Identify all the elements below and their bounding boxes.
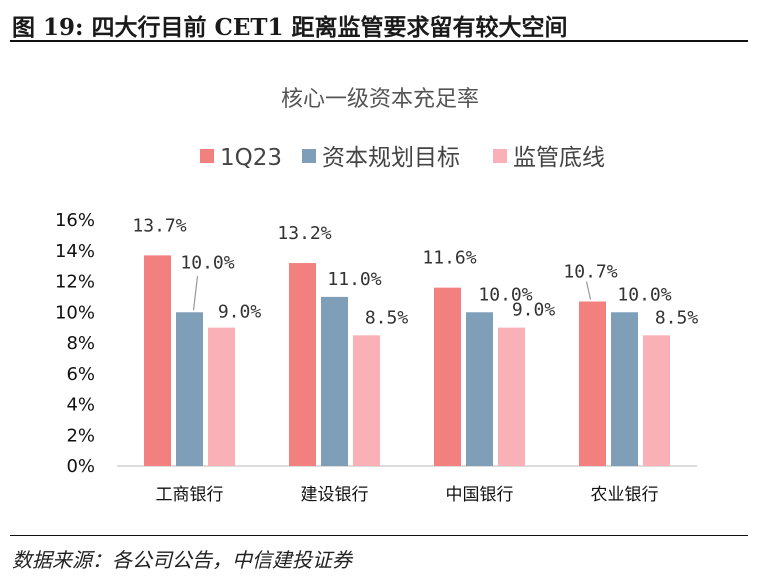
y-tick-label: 12% — [55, 272, 95, 293]
y-tick-label: 10% — [55, 302, 95, 323]
data-label: 9.0% — [512, 300, 556, 321]
legend-swatch — [302, 149, 316, 163]
x-tick-label: 工商银行 — [156, 485, 224, 505]
bar — [144, 255, 171, 466]
bar-chart: 核心一级资本充足率 1Q23 资本规划目标 监管底线 0% 2% 4% 6% 8% 10% 12… — [55, 87, 698, 505]
bar — [321, 296, 348, 466]
data-label: 11.6% — [422, 248, 476, 269]
data-label: 13.2% — [277, 223, 331, 244]
legend-label: 监管底线 — [513, 145, 605, 171]
x-tick-label: 建设银行 — [301, 485, 369, 505]
x-tick-label: 农业银行 — [591, 485, 659, 505]
bar — [434, 287, 461, 466]
legend-swatch — [200, 149, 214, 163]
data-label: 10.0% — [617, 284, 671, 305]
y-tick-label: 8% — [66, 333, 95, 354]
chart-title: 核心一级资本充足率 — [281, 87, 479, 112]
data-label: 10.0% — [478, 284, 532, 305]
data-label: 10.7% — [563, 261, 617, 282]
figure-title: 图 19: 四大行目前 CET1 距离监管要求留有较大空间 — [12, 14, 568, 41]
legend-swatch — [493, 149, 507, 163]
data-labels: 13.7%10.0%9.0%13.2%11.0%8.5%11.6%10.0%9.… — [132, 215, 698, 328]
legend-label: 1Q23 — [220, 145, 282, 171]
bar — [498, 327, 525, 466]
data-label: 9.0% — [218, 302, 262, 323]
label-leader-line — [585, 281, 592, 300]
bar — [579, 301, 606, 466]
bar — [289, 263, 316, 466]
y-tick-label: 16% — [55, 210, 95, 231]
chart-legend: 1Q23 资本规划目标 监管底线 — [200, 145, 605, 171]
y-tick-label: 0% — [66, 456, 95, 477]
bar — [611, 312, 638, 466]
x-axis: 工商银行 建设银行 中国银行 农业银行 — [156, 485, 659, 505]
x-tick-label: 中国银行 — [446, 485, 514, 505]
bar — [353, 335, 380, 466]
data-label: 11.0% — [327, 269, 381, 290]
title-divider — [10, 40, 748, 42]
y-axis: 0% 2% 4% 6% 8% 10% 12% 14% 16% — [55, 210, 95, 477]
data-label: 8.5% — [365, 307, 409, 328]
legend-label: 资本规划目标 — [322, 145, 460, 171]
y-tick-label: 6% — [66, 364, 95, 385]
y-tick-label: 2% — [66, 425, 95, 446]
data-label: 10.0% — [180, 252, 234, 273]
label-leader-line — [192, 276, 199, 311]
data-label: 8.5% — [655, 307, 699, 328]
y-tick-label: 14% — [55, 241, 95, 262]
bar-series — [144, 255, 670, 466]
bar — [643, 335, 670, 466]
source-note: 数据来源：各公司公告，中信建投证券 — [12, 548, 352, 572]
source-divider — [10, 535, 748, 536]
bar — [176, 312, 203, 466]
bar — [208, 327, 235, 466]
bar — [466, 312, 493, 466]
y-tick-label: 4% — [66, 395, 95, 416]
data-label: 13.7% — [132, 215, 186, 236]
